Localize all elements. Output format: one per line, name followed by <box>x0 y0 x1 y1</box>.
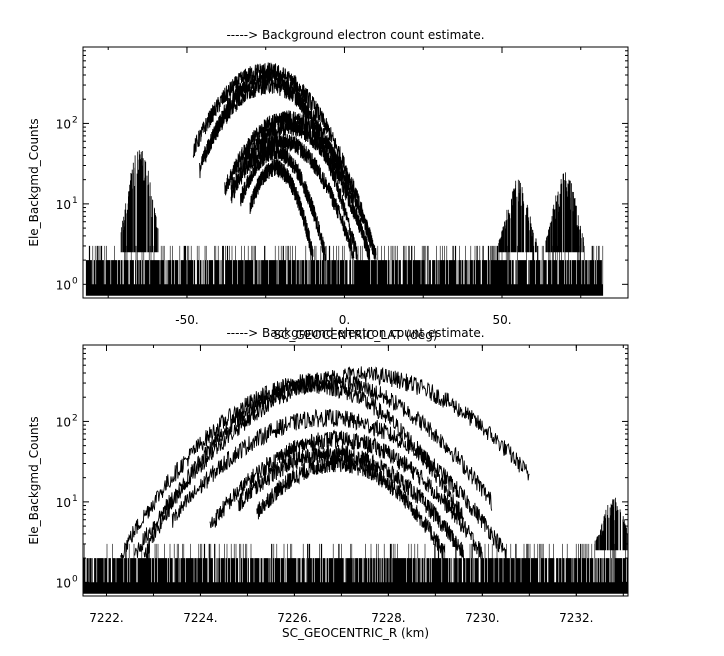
spike-cluster-1 <box>594 497 628 551</box>
x-tick-label: 7228. <box>371 611 405 625</box>
y-axis-label: Ele_Backgmd_Counts <box>27 416 41 544</box>
chart-title: -----> Background electron count estimat… <box>226 28 484 42</box>
y-tick-exponent: 0 <box>72 574 78 584</box>
x-axis-label: SC_GEOCENTRIC_R (km) <box>282 626 429 640</box>
x-tick-label: 7224. <box>183 611 217 625</box>
y-tick-label: 10 <box>56 278 71 292</box>
series-line-8 <box>249 158 314 263</box>
noise-floor <box>85 245 604 296</box>
series-line-1 <box>192 62 377 260</box>
x-axis-label: SC_GEOCENTRIC_LAT (deg) <box>273 328 437 342</box>
series-line-7 <box>256 454 446 560</box>
x-tick-label: 7232. <box>559 611 593 625</box>
y-tick-label: 10 <box>56 496 71 510</box>
series-line-2 <box>120 372 493 559</box>
y-tick-label: 10 <box>56 415 71 429</box>
axes-frame <box>82 344 629 597</box>
x-tick-label: 0. <box>339 313 350 327</box>
y-tick-label: 10 <box>56 576 71 590</box>
y-tick-exponent: 0 <box>72 276 78 286</box>
axes-frame <box>82 46 629 299</box>
noise-floor <box>83 543 628 594</box>
series-line-5 <box>209 429 483 561</box>
x-tick-label: 50. <box>492 313 511 327</box>
x-tick-label: -50. <box>175 313 198 327</box>
x-tick-label: 7226. <box>277 611 311 625</box>
spike-cluster-3 <box>545 172 584 253</box>
spike-cluster-1 <box>120 150 159 253</box>
y-axis-label: Ele_Backgmd_Counts <box>27 118 41 246</box>
plot-area <box>83 366 628 594</box>
y-tick-exponent: 2 <box>72 115 78 125</box>
series-line-4 <box>171 408 507 560</box>
y-tick-exponent: 1 <box>72 494 78 504</box>
chart-title: -----> Background electron count estimat… <box>226 326 484 340</box>
spike-cluster-2 <box>498 179 537 253</box>
x-tick-label: 7222. <box>89 611 123 625</box>
y-tick-label: 10 <box>56 117 71 131</box>
plot-area <box>85 62 604 296</box>
series-line-6 <box>230 132 355 262</box>
y-tick-exponent: 2 <box>72 413 78 423</box>
x-tick-label: 7230. <box>465 611 499 625</box>
y-tick-exponent: 1 <box>72 196 78 206</box>
y-tick-label: 10 <box>56 198 71 212</box>
series-line-7 <box>240 142 327 262</box>
series-line-4 <box>224 110 377 260</box>
